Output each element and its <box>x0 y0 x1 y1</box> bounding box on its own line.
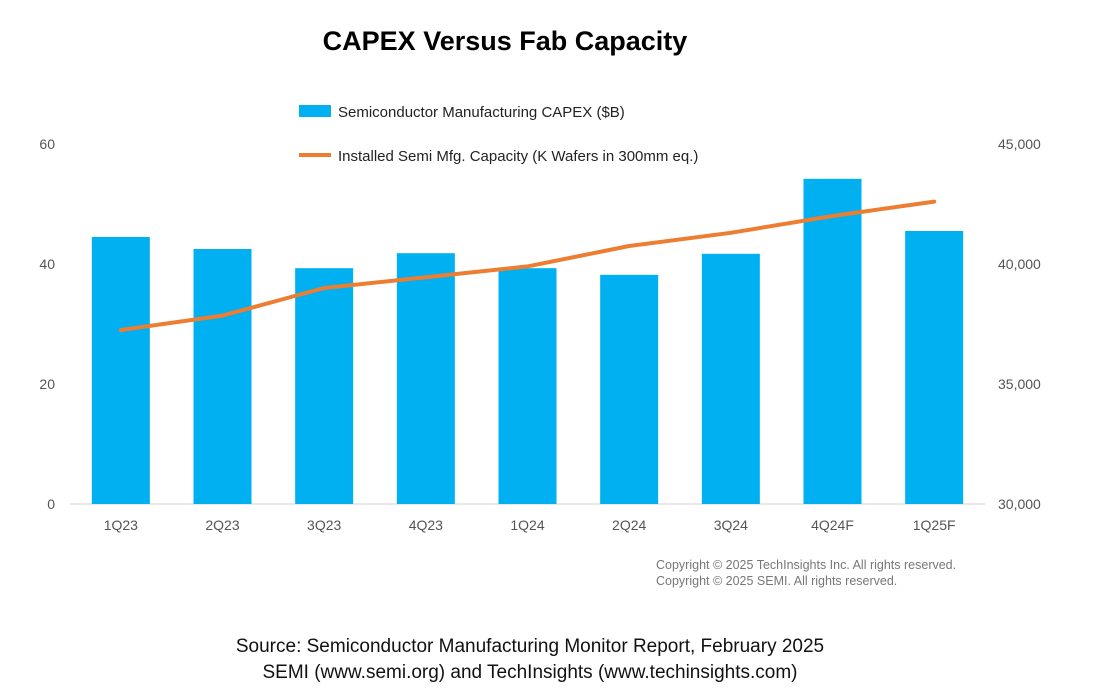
capex-bar <box>498 268 557 504</box>
capex-bar <box>396 253 455 504</box>
x-tick-label: 3Q23 <box>307 517 341 533</box>
capex-bar <box>701 253 760 504</box>
legend-label-capacity: Installed Semi Mfg. Capacity (K Wafers i… <box>338 148 698 165</box>
capex-bar <box>905 231 964 504</box>
x-tick-label: 2Q24 <box>612 517 646 533</box>
x-tick-label: 1Q25F <box>913 517 956 533</box>
legend-swatch-capex <box>299 105 331 117</box>
legend-label-capex: Semiconductor Manufacturing CAPEX ($B) <box>338 104 625 121</box>
right-axis: 30,000 35,000 40,000 45,000 <box>998 136 1041 512</box>
capex-bar <box>600 274 659 504</box>
left-tick-label: 20 <box>39 376 55 392</box>
x-tick-label: 2Q23 <box>205 517 239 533</box>
source-note: Source: Semiconductor Manufacturing Moni… <box>0 634 1060 686</box>
capacity-line <box>118 199 937 332</box>
copyright-notice: Copyright © 2025 TechInsights Inc. All r… <box>656 557 956 589</box>
left-tick-label: 60 <box>39 136 55 152</box>
x-tick-label: 1Q23 <box>104 517 138 533</box>
right-tick-label: 40,000 <box>998 256 1041 272</box>
right-tick-label: 45,000 <box>998 136 1041 152</box>
copyright-line-2: Copyright © 2025 SEMI. All rights reserv… <box>656 574 898 588</box>
capacity-line-path <box>118 199 937 332</box>
capex-bar <box>803 178 862 505</box>
x-tick-label: 4Q24F <box>811 517 854 533</box>
x-tick-label: 4Q23 <box>409 517 443 533</box>
capex-bar <box>193 249 252 504</box>
x-axis: 1Q23 2Q23 3Q23 4Q23 1Q24 2Q24 3Q24 4Q24F 1Q25F <box>104 517 956 533</box>
source-line-1: Source: Semiconductor Manufacturing Moni… <box>235 636 825 657</box>
capex-bars <box>91 178 964 505</box>
left-tick-label: 40 <box>39 256 55 272</box>
left-tick-label: 0 <box>47 496 55 512</box>
right-tick-label: 30,000 <box>998 496 1041 512</box>
x-tick-label: 1Q24 <box>510 517 544 533</box>
source-line-2: SEMI (www.semi.org) and TechInsights (ww… <box>262 662 798 683</box>
capex-bar <box>91 237 150 504</box>
chart-title: CAPEX Versus Fab Capacity <box>322 26 688 56</box>
legend: Semiconductor Manufacturing CAPEX ($B) In… <box>299 104 698 165</box>
left-axis: 0 20 40 60 <box>39 136 55 512</box>
capex-bar <box>295 268 354 504</box>
right-tick-label: 35,000 <box>998 376 1041 392</box>
x-tick-label: 3Q24 <box>714 517 748 533</box>
copyright-line-1: Copyright © 2025 TechInsights Inc. All r… <box>656 558 957 572</box>
